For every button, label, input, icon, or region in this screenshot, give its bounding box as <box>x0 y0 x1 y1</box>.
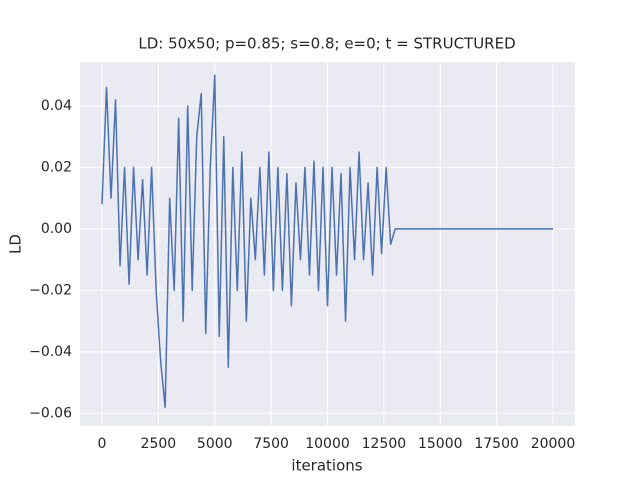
y-tick-label: −0.04 <box>29 344 72 360</box>
x-tick-label: 15000 <box>418 436 463 452</box>
y-tick-label: −0.02 <box>29 282 72 298</box>
x-tick-label: 7500 <box>253 436 289 452</box>
y-tick-label: 0.04 <box>41 98 72 114</box>
x-tick-label: 10000 <box>305 436 350 452</box>
chart-title: LD: 50x50; p=0.85; s=0.8; e=0; t = STRUC… <box>138 35 515 53</box>
y-tick-label: 0.00 <box>41 221 72 237</box>
x-axis-label: iterations <box>291 457 362 475</box>
y-axis-label: LD <box>7 234 25 254</box>
y-tick-label: −0.06 <box>29 405 72 421</box>
x-tick-label: 12500 <box>362 436 407 452</box>
data-line <box>101 74 553 408</box>
x-tick-label: 20000 <box>531 436 576 452</box>
y-tick-label: 0.02 <box>41 159 72 175</box>
x-tick-label: 0 <box>98 436 107 452</box>
x-tick-label: 2500 <box>141 436 177 452</box>
x-tick-label: 17500 <box>474 436 519 452</box>
x-tick-label: 5000 <box>197 436 233 452</box>
